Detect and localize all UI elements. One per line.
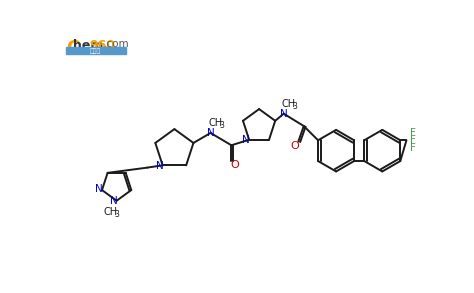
Text: CH: CH [281,99,295,109]
Text: N: N [109,197,118,207]
Text: 3: 3 [115,210,119,219]
Text: N: N [95,183,103,194]
Text: 化工网: 化工网 [90,49,101,54]
Text: 960: 960 [90,39,116,52]
Text: N: N [242,135,250,146]
Bar [66,47,126,54]
Text: .com: .com [104,39,130,49]
Text: N: N [207,128,214,138]
Text: 3: 3 [292,101,297,110]
Text: C: C [66,39,79,57]
Text: F: F [410,143,416,153]
Text: F: F [410,127,416,138]
Text: O: O [290,141,299,151]
Text: hem: hem [73,39,103,52]
Text: CH: CH [103,207,118,217]
Text: N: N [155,161,164,171]
Text: O: O [231,160,239,170]
Text: CH: CH [208,118,222,128]
Text: N: N [280,109,288,119]
Text: F: F [410,135,416,145]
Text: 3: 3 [219,121,224,130]
